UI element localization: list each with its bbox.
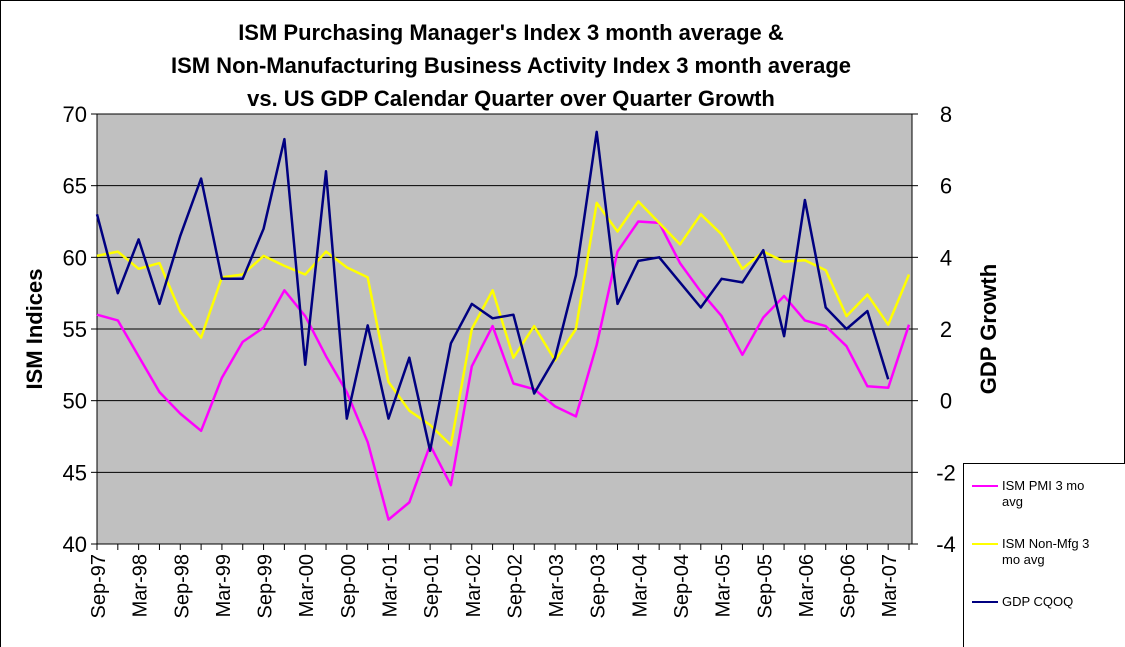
y2-tick-label: 8 (940, 102, 952, 127)
x-tick-label: Mar-01 (379, 554, 401, 617)
x-tick-label: Mar-99 (213, 554, 235, 617)
legend-label: ISM Non-Mfg 3 mo avg (1002, 536, 1090, 567)
x-tick-label: Sep-01 (421, 554, 443, 619)
x-tick-label: Sep-99 (255, 554, 277, 619)
x-tick-label: Sep-04 (671, 554, 693, 619)
legend-swatch (972, 601, 998, 603)
x-tick-label: Mar-02 (463, 554, 485, 617)
legend-swatch (972, 543, 998, 545)
x-tick-label: Mar-06 (796, 554, 818, 617)
x-tick-label: Mar-07 (879, 554, 901, 617)
legend: ISM PMI 3 mo avg ISM Non-Mfg 3 mo avg GDP … (963, 463, 1125, 647)
x-tick-label: Sep-05 (754, 554, 776, 619)
legend-swatch (972, 485, 998, 487)
chart-title: vs. US GDP Calendar Quarter over Quarter… (247, 86, 775, 111)
x-tick-label: Sep-02 (504, 554, 526, 619)
x-tick-label: Sep-00 (338, 554, 360, 619)
y2-tick-label: 0 (940, 389, 952, 414)
x-tick-label: Sep-97 (88, 554, 110, 619)
y2-tick-label: -4 (936, 532, 956, 557)
legend-item: ISM Non-Mfg 3 mo avg (964, 530, 1125, 580)
chart-title: ISM Purchasing Manager's Index 3 month a… (238, 20, 784, 45)
legend-label: ISM PMI 3 mo avg (1002, 478, 1085, 509)
x-tick-label: Mar-04 (629, 554, 651, 617)
series-line (96, 220, 911, 521)
y-axis-title: ISM Indices (22, 268, 47, 389)
series-line (95, 130, 890, 453)
y2-tick-label: -2 (936, 460, 956, 485)
chart-title: ISM Non-Manufacturing Business Activity … (171, 53, 851, 78)
y-tick-label: 50 (63, 389, 87, 414)
x-tick-label: Sep-98 (171, 554, 193, 619)
x-tick-label: Sep-03 (588, 554, 610, 619)
y-tick-label: 65 (63, 174, 87, 199)
y-tick-label: 70 (63, 102, 87, 127)
x-tick-label: Mar-03 (546, 554, 568, 617)
y-tick-label: 45 (63, 460, 87, 485)
x-tick-label: Mar-98 (130, 554, 152, 617)
legend-item: ISM PMI 3 mo avg (964, 472, 1125, 522)
y2-tick-label: 2 (940, 317, 952, 342)
y-tick-label: 40 (63, 532, 87, 557)
x-tick-label: Sep-06 (838, 554, 860, 619)
y2-axis-title: GDP Growth (976, 264, 1001, 394)
y2-tick-label: 4 (940, 245, 952, 270)
y-tick-label: 60 (63, 245, 87, 270)
y2-tick-label: 6 (940, 174, 952, 199)
series-line (96, 200, 911, 447)
legend-item: GDP CQOQ (964, 588, 1125, 638)
x-tick-label: Mar-05 (713, 554, 735, 617)
x-tick-label: Mar-00 (296, 554, 318, 617)
legend-label: GDP CQOQ (1002, 594, 1074, 609)
y-tick-label: 55 (63, 317, 87, 342)
